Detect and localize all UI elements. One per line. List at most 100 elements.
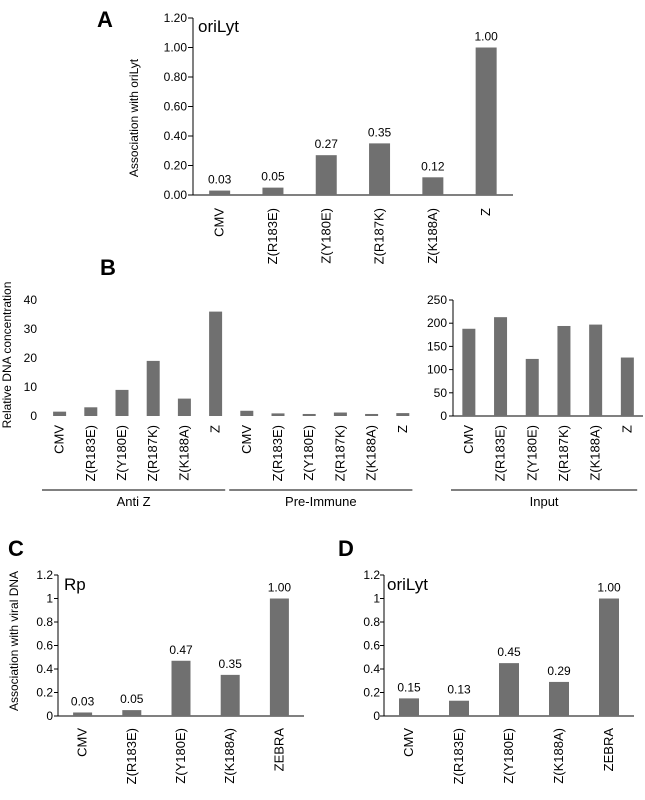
y-tick-label: 0 (30, 409, 37, 423)
x-tick-label: Z (395, 425, 410, 433)
bar (115, 389, 129, 416)
panel-letter-b: B (100, 255, 116, 280)
bar (262, 187, 284, 195)
x-tick-label: CMV (401, 728, 416, 757)
chart-b-right: 0 50 100 150 200 250 CMV Z(R183E) Z(Y180E) Z(R187… (427, 293, 643, 509)
bar (549, 681, 569, 716)
y-tick-label: 20 (24, 351, 38, 365)
x-tick-label: Z(Y180E) (524, 425, 539, 481)
x-tick-label: Z(Y180E) (318, 208, 333, 264)
x-tick-label: Z(K188A) (551, 728, 566, 784)
y-tick-label: 0.00 (164, 188, 188, 202)
y-tick-label: 1 (373, 592, 380, 606)
panel-c-inner-label: Rp (64, 575, 86, 594)
data-label: 0.13 (447, 683, 471, 697)
y-tick-label: 30 (24, 322, 38, 336)
bar (365, 413, 379, 416)
x-tick-label: Z(Y180E) (173, 728, 188, 784)
x-tick-label: Z (619, 425, 634, 433)
bar (271, 413, 285, 416)
chart-b-left: 0 10 20 30 40 CMV Z(R183E) Z(Y180E) Z(R187K) Z(K1… (24, 293, 413, 509)
bar (422, 177, 444, 195)
y-tick-label: 0.8 (363, 615, 380, 629)
bar (209, 311, 223, 416)
bar (220, 674, 240, 716)
x-tick-label: Z(R183E) (124, 728, 139, 784)
x-tick-label: Z (208, 425, 223, 433)
x-tick-label: CMV (239, 425, 254, 454)
data-label: 1.00 (597, 581, 621, 595)
y-tick-label: 150 (427, 339, 447, 353)
group-label: Anti Z (117, 494, 151, 509)
x-tick-label: Z(R187K) (145, 425, 160, 481)
x-tick-label: CMV (212, 208, 227, 237)
bar (499, 663, 519, 716)
data-label: 0.12 (421, 159, 445, 173)
bar (396, 413, 410, 416)
bar (302, 413, 316, 416)
x-tick-label: Z(K188A) (425, 208, 440, 264)
y-tick-label: 0.20 (164, 159, 188, 173)
y-tick-label: 0 (46, 709, 53, 723)
bar (84, 407, 98, 416)
y-tick-label: 0 (440, 409, 447, 423)
bar (122, 710, 142, 716)
y-tick-label: 40 (24, 293, 38, 307)
bar (240, 410, 254, 416)
data-label: 0.05 (120, 692, 144, 706)
x-tick-label: Z(R187K) (332, 425, 347, 481)
y-tick-label: 0.2 (363, 686, 380, 700)
y-tick-label: 1 (46, 592, 53, 606)
bar (557, 325, 571, 416)
chart-d: 0 0.2 0.4 0.6 0.8 1 1.2 0.15 CMV 0.13 Z(R183E) 0.45… (363, 568, 634, 784)
x-tick-label: Z(R183E) (270, 425, 285, 481)
x-tick-label: Z(R183E) (265, 208, 280, 264)
bar (525, 358, 539, 416)
chart-a: 0.00 0.20 0.40 0.60 0.80 1.00 1.20 0.03 CMV 0.05 Z… (164, 11, 513, 264)
y-tick-label: 50 (434, 386, 448, 400)
x-tick-label: Z(R183E) (83, 425, 98, 481)
bar (315, 155, 337, 195)
x-tick-label: Z(Y180E) (501, 728, 516, 784)
data-label: 0.45 (497, 645, 521, 659)
x-tick-label: Z(R187K) (372, 208, 387, 264)
x-tick-label: Z(Y180E) (114, 425, 129, 481)
x-tick-label: Z(K188A) (588, 425, 603, 481)
x-tick-label: Z(Y180E) (301, 425, 316, 481)
data-label: 0.03 (71, 694, 95, 708)
y-tick-label: 200 (427, 316, 447, 330)
x-tick-label: ZEBRA (601, 728, 616, 772)
panel-b-ylabel: Relative DNA concentration (0, 282, 14, 429)
y-tick-label: 1.00 (164, 41, 188, 55)
bar (333, 412, 347, 416)
panel-letter-d: D (338, 536, 354, 561)
y-tick-label: 0.60 (164, 100, 188, 114)
x-tick-label: Z(R183E) (493, 425, 508, 481)
chart-c: 0 0.2 0.4 0.6 0.8 1 1.2 0.03 CMV 0.05 Z(R183E) 0.47… (36, 568, 304, 784)
panel-letter-a: A (97, 7, 113, 32)
bar (475, 47, 497, 195)
bar (599, 598, 619, 716)
data-label: 0.05 (261, 170, 285, 184)
x-tick-label: Z(K188A) (176, 425, 191, 481)
data-label: 0.35 (219, 657, 243, 671)
panel-a-ylabel: Association with oriLyt (127, 58, 141, 177)
y-tick-label: 0.6 (363, 639, 380, 653)
data-label: 0.27 (315, 137, 339, 151)
bar (209, 190, 231, 195)
bar (620, 357, 634, 416)
x-tick-label: CMV (75, 728, 90, 757)
bar (146, 360, 160, 416)
group-label: Input (530, 494, 559, 509)
bar (177, 398, 191, 416)
x-tick-label: CMV (461, 425, 476, 454)
x-tick-label: CMV (52, 425, 67, 454)
bar (494, 317, 508, 416)
y-tick-label: 1.20 (164, 11, 188, 25)
y-tick-label: 1.2 (363, 568, 380, 582)
panel-a-inner-label: oriLyt (198, 17, 239, 36)
data-label: 0.47 (169, 643, 193, 657)
bar (269, 598, 289, 716)
data-label: 0.29 (547, 664, 571, 678)
